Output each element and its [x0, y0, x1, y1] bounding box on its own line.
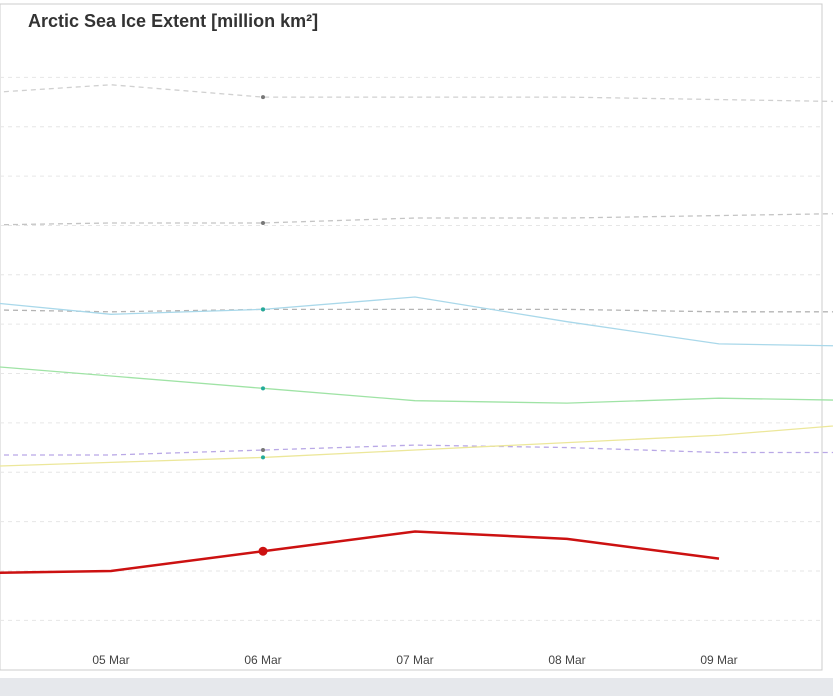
x-tick-label: 08 Mar	[548, 653, 585, 667]
hover-marker	[261, 455, 265, 460]
hover-marker	[261, 386, 265, 391]
chart-title: Arctic Sea Ice Extent [million km²]	[28, 11, 318, 31]
hover-marker	[261, 307, 265, 312]
series-line	[0, 84, 833, 103]
hover-marker	[261, 220, 265, 225]
series-line	[0, 444, 833, 456]
hover-marker	[261, 95, 265, 100]
x-tick-label: 05 Mar	[92, 653, 129, 667]
series-line	[0, 366, 833, 404]
x-tick-label: 06 Mar	[244, 653, 281, 667]
series-line	[0, 296, 833, 347]
x-tick-label: 07 Mar	[396, 653, 433, 667]
frame	[0, 3, 823, 671]
series-line	[0, 425, 833, 467]
series-line	[0, 213, 833, 226]
series-line	[0, 308, 833, 313]
x-tick-label: 09 Mar	[700, 653, 737, 667]
series-line	[0, 530, 720, 575]
navigator	[0, 678, 833, 696]
hover-marker	[258, 546, 268, 556]
hover-marker	[261, 448, 265, 453]
